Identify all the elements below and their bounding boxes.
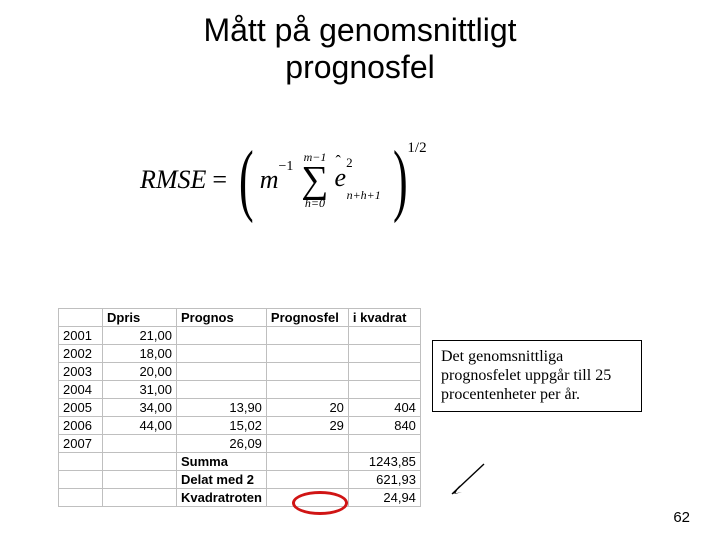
summary-cell: Summa [177, 453, 267, 471]
table-cell [103, 435, 177, 453]
table-cell [177, 327, 267, 345]
col-header-year [59, 309, 103, 327]
table-cell: 2004 [59, 381, 103, 399]
summary-cell: 24,94 [348, 489, 420, 507]
callout-box: Det genomsnittliga prognosfelet uppgår t… [432, 340, 642, 412]
table-cell: 13,90 [177, 399, 267, 417]
summary-cell [266, 489, 348, 507]
summary-row: Summa 1243,85 [59, 453, 421, 471]
col-header-dpris: Dpris [103, 309, 177, 327]
table-cell [348, 327, 420, 345]
table-row: 200534,0013,9020404 [59, 399, 421, 417]
table-header-row: Dpris Prognos Prognosfel i kvadrat [59, 309, 421, 327]
summary-cell: Kvadratroten [177, 489, 267, 507]
left-paren: ( [239, 150, 254, 210]
table-row: 2007 26,09 [59, 435, 421, 453]
table-cell: 2006 [59, 417, 103, 435]
table-cell [348, 435, 420, 453]
sigma-symbol: ∑ [301, 163, 328, 197]
col-header-kvadrat: i kvadrat [348, 309, 420, 327]
table-cell: 34,00 [103, 399, 177, 417]
formula-lhs: RMSE [140, 165, 206, 195]
table-cell: 2003 [59, 363, 103, 381]
table-cell: 20 [266, 399, 348, 417]
table-cell: 2005 [59, 399, 103, 417]
summary-row: Delat med 2 621,93 [59, 471, 421, 489]
title-line-1: Mått på genomsnittligt [203, 12, 516, 48]
table-cell [348, 381, 420, 399]
equals-sign: = [212, 165, 227, 195]
table-cell: 2001 [59, 327, 103, 345]
table-cell [177, 363, 267, 381]
data-table: Dpris Prognos Prognosfel i kvadrat 20012… [58, 308, 421, 507]
summary-cell [103, 471, 177, 489]
table-cell: 15,02 [177, 417, 267, 435]
slide-title: Mått på genomsnittligt prognosfel [0, 0, 720, 86]
summary-cell [266, 453, 348, 471]
summary-cell [103, 489, 177, 507]
table-cell [177, 381, 267, 399]
summary-row: Kvadratroten 24,94 [59, 489, 421, 507]
table-cell [348, 363, 420, 381]
table-cell [348, 345, 420, 363]
table-row: 200218,00 [59, 345, 421, 363]
col-header-prognosfel: Prognosfel [266, 309, 348, 327]
outer-exponent: 1/2 [407, 140, 426, 157]
table-cell: 20,00 [103, 363, 177, 381]
summary-cell: 621,93 [348, 471, 420, 489]
formula-inner: m−1 m−1 ∑ h=0 ˆ e2n+h+1 [260, 151, 387, 209]
table-cell: 404 [348, 399, 420, 417]
arrow-annotation [448, 462, 488, 498]
right-paren: ) [393, 150, 408, 210]
m-inverse: m−1 [260, 165, 294, 195]
table-cell [266, 363, 348, 381]
col-header-prognos: Prognos [177, 309, 267, 327]
table-cell: 18,00 [103, 345, 177, 363]
summary-cell [266, 471, 348, 489]
e-hat-term: ˆ e2n+h+1 [335, 163, 387, 196]
table-row: 200431,00 [59, 381, 421, 399]
table-cell: 26,09 [177, 435, 267, 453]
summary-cell [59, 453, 103, 471]
page-number: 62 [673, 509, 690, 526]
summary-cell [59, 471, 103, 489]
hat-symbol: ˆ [336, 153, 341, 171]
title-line-2: prognosfel [285, 49, 434, 85]
table-cell: 21,00 [103, 327, 177, 345]
table-cell: 31,00 [103, 381, 177, 399]
table-cell: 29 [266, 417, 348, 435]
table-row: 200121,00 [59, 327, 421, 345]
data-table-container: Dpris Prognos Prognosfel i kvadrat 20012… [58, 308, 421, 507]
summary-cell: 1243,85 [348, 453, 420, 471]
table-body: 200121,00200218,00200320,00200431,002005… [59, 327, 421, 507]
table-cell: 2007 [59, 435, 103, 453]
table-cell [266, 435, 348, 453]
summary-cell [59, 489, 103, 507]
rmse-formula: RMSE = ( m−1 m−1 ∑ h=0 ˆ e2n+h+1 ) 1/2 [140, 150, 433, 210]
table-cell [266, 345, 348, 363]
table-cell: 2002 [59, 345, 103, 363]
summary-cell: Delat med 2 [177, 471, 267, 489]
table-cell [266, 381, 348, 399]
table-cell: 840 [348, 417, 420, 435]
summation: m−1 ∑ h=0 [301, 151, 328, 209]
table-row: 200320,00 [59, 363, 421, 381]
table-cell: 44,00 [103, 417, 177, 435]
table-cell [177, 345, 267, 363]
sum-lower: h=0 [305, 197, 325, 209]
table-row: 200644,0015,0229840 [59, 417, 421, 435]
summary-cell [103, 453, 177, 471]
table-cell [266, 327, 348, 345]
